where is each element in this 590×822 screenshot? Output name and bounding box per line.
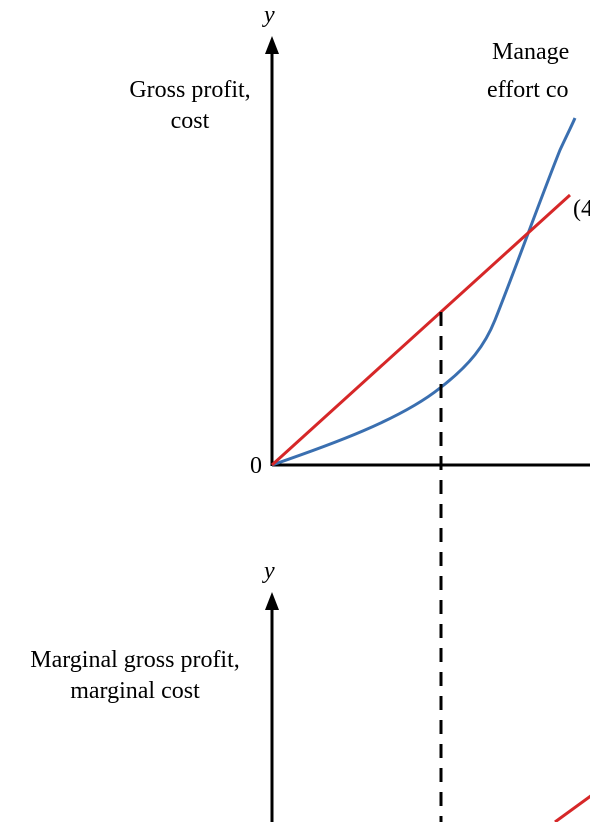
effort-cost-curve: [271, 117, 577, 467]
bottom-y-axis-label-line2: marginal cost: [70, 678, 200, 704]
gross-profit-line: [270, 193, 572, 467]
marginal-line: [554, 794, 590, 822]
bottom-y-axis-arrowhead: [265, 592, 279, 610]
top-y-axis-label-line2: cost: [171, 108, 210, 134]
bottom-y-axis-symbol: y: [262, 558, 275, 584]
top-panel: y Gross profit, cost 0 Manage effort co …: [129, 2, 590, 479]
top-y-axis-label-line1: Gross profit,: [129, 77, 250, 103]
bottom-panel: y Marginal gross profit, marginal cost: [30, 558, 590, 822]
gross-profit-line-label: (4: [573, 196, 590, 222]
origin-label: 0: [250, 453, 262, 479]
effort-cost-curve-label-line2: effort co: [487, 77, 569, 103]
top-y-axis-arrowhead: [265, 36, 279, 54]
top-y-axis-symbol: y: [262, 2, 275, 28]
bottom-y-axis-label-line1: Marginal gross profit,: [30, 647, 240, 673]
effort-cost-curve-label-line1: Manage: [492, 39, 569, 65]
